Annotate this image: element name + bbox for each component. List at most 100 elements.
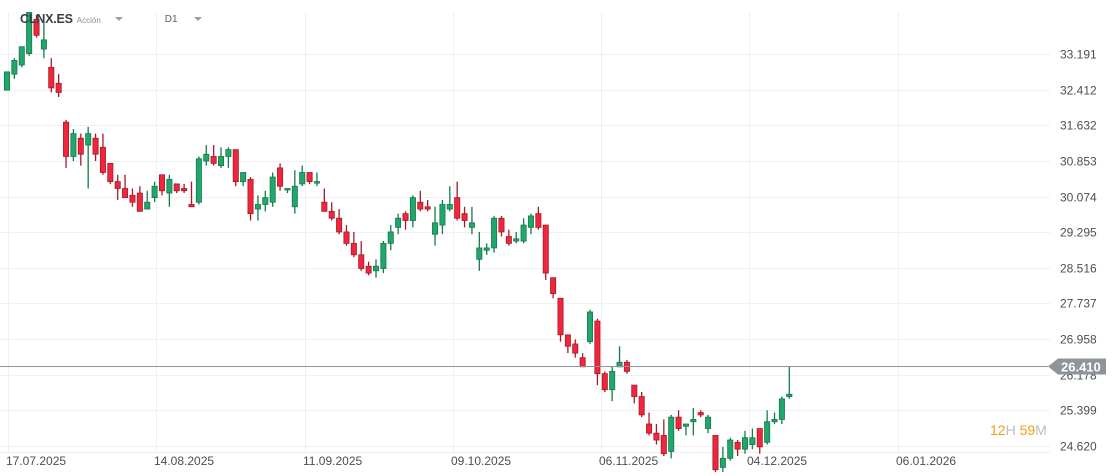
candle-bearish[interactable] [306, 172, 313, 183]
candle-bullish[interactable] [778, 398, 785, 420]
candle-bearish[interactable] [557, 297, 564, 336]
candle-bullish[interactable] [587, 311, 594, 343]
candle-bullish[interactable] [513, 238, 520, 242]
candle-bearish[interactable] [579, 357, 586, 368]
candle-bearish[interactable] [336, 217, 343, 233]
candle-bullish[interactable] [395, 217, 402, 228]
candle-bearish[interactable] [631, 384, 638, 397]
candle-bullish[interactable] [380, 242, 387, 269]
candle-bearish[interactable] [653, 432, 660, 441]
candle-bearish[interactable] [697, 412, 704, 416]
candle-bearish[interactable] [675, 416, 682, 429]
candle-bearish[interactable] [99, 146, 106, 173]
candle-bullish[interactable] [727, 439, 734, 459]
symbol-dropdown-chevron-icon[interactable] [114, 17, 123, 21]
candle-bearish[interactable] [33, 18, 40, 36]
candle-bullish[interactable] [299, 172, 306, 185]
candle-bearish[interactable] [542, 224, 549, 274]
candle-bullish[interactable] [225, 149, 232, 157]
candle-bullish[interactable] [262, 197, 269, 205]
candle-bullish[interactable] [4, 71, 10, 91]
candle-bearish[interactable] [350, 242, 357, 256]
candle-bearish[interactable] [321, 201, 328, 212]
candle-bearish[interactable] [129, 194, 136, 203]
candle-bearish[interactable] [424, 206, 431, 210]
candle-bullish[interactable] [705, 416, 712, 429]
candle-bearish[interactable] [210, 156, 217, 164]
candle-bearish[interactable] [417, 201, 424, 210]
candle-bearish[interactable] [136, 192, 143, 212]
candle-bearish[interactable] [550, 277, 557, 295]
candle-bearish[interactable] [498, 217, 505, 233]
candle-bearish[interactable] [535, 213, 542, 228]
candle-bearish[interactable] [55, 82, 62, 93]
candle-bearish[interactable] [594, 320, 601, 375]
candle-bullish[interactable] [11, 60, 18, 75]
candle-bullish[interactable] [254, 204, 261, 210]
candle-bullish[interactable] [786, 393, 793, 397]
candle-bullish[interactable] [195, 158, 202, 203]
candle-bearish[interactable] [122, 188, 129, 199]
candle-bearish[interactable] [328, 210, 335, 219]
candle-bearish[interactable] [365, 265, 372, 274]
candle-bullish[interactable] [26, 12, 33, 54]
candle-bullish[interactable] [527, 215, 534, 228]
candle-bullish[interactable] [668, 416, 675, 452]
candle-bullish[interactable] [439, 204, 446, 226]
candle-bullish[interactable] [85, 133, 92, 146]
candle-bearish[interactable] [638, 396, 645, 416]
candle-bearish[interactable] [343, 231, 350, 244]
candle-bullish[interactable] [313, 181, 320, 184]
candle-bullish[interactable] [372, 265, 379, 272]
candle-bearish[interactable] [247, 178, 254, 215]
candle-bullish[interactable] [742, 437, 749, 450]
candle-bearish[interactable] [358, 254, 365, 269]
candle-bearish[interactable] [572, 343, 579, 354]
candle-bullish[interactable] [151, 185, 158, 199]
candle-bearish[interactable] [158, 174, 165, 192]
candle-bullish[interactable] [40, 39, 47, 50]
candle-bearish[interactable] [63, 121, 70, 157]
candle-bullish[interactable] [432, 222, 439, 235]
candle-bullish[interactable] [166, 178, 173, 194]
candle-bearish[interactable] [77, 137, 84, 155]
candle-bullish[interactable] [690, 419, 697, 423]
candle-bullish[interactable] [609, 371, 616, 391]
candle-bullish[interactable] [468, 222, 475, 228]
candle-bullish[interactable] [682, 423, 689, 427]
candle-bullish[interactable] [144, 201, 151, 210]
candle-bullish[interactable] [284, 188, 291, 191]
candle-bullish[interactable] [18, 46, 25, 66]
candle-bullish[interactable] [240, 172, 247, 183]
candle-bullish[interactable] [291, 185, 298, 208]
candle-bullish[interactable] [218, 156, 225, 167]
candle-bearish[interactable] [232, 149, 239, 183]
candle-bullish[interactable] [749, 437, 756, 445]
symbol-label[interactable]: CLNX.ES [20, 12, 73, 26]
candle-bullish[interactable] [476, 247, 483, 260]
candle-bearish[interactable] [114, 181, 121, 189]
candle-bullish[interactable] [483, 247, 490, 251]
candle-bullish[interactable] [409, 197, 416, 221]
candle-bearish[interactable] [92, 137, 99, 155]
candle-bearish[interactable] [660, 435, 667, 455]
candle-bullish[interactable] [520, 224, 527, 242]
candle-bearish[interactable] [734, 441, 741, 450]
candle-bearish[interactable] [756, 428, 763, 448]
candle-bearish[interactable] [402, 213, 409, 221]
timeframe-dropdown-chevron-icon[interactable] [193, 17, 202, 21]
candle-bearish[interactable] [181, 188, 188, 192]
candle-bearish[interactable] [712, 435, 719, 471]
candle-bullish[interactable] [764, 421, 771, 443]
candle-bullish[interactable] [70, 133, 77, 157]
candle-bearish[interactable] [461, 213, 468, 221]
candle-bullish[interactable] [269, 176, 276, 203]
candle-bearish[interactable] [646, 423, 653, 434]
timeframe-selector[interactable]: D1 [164, 13, 178, 25]
candle-bearish[interactable] [48, 66, 55, 89]
candle-bearish[interactable] [454, 197, 461, 219]
candle-bullish[interactable] [491, 217, 498, 249]
candle-bearish[interactable] [277, 167, 284, 187]
